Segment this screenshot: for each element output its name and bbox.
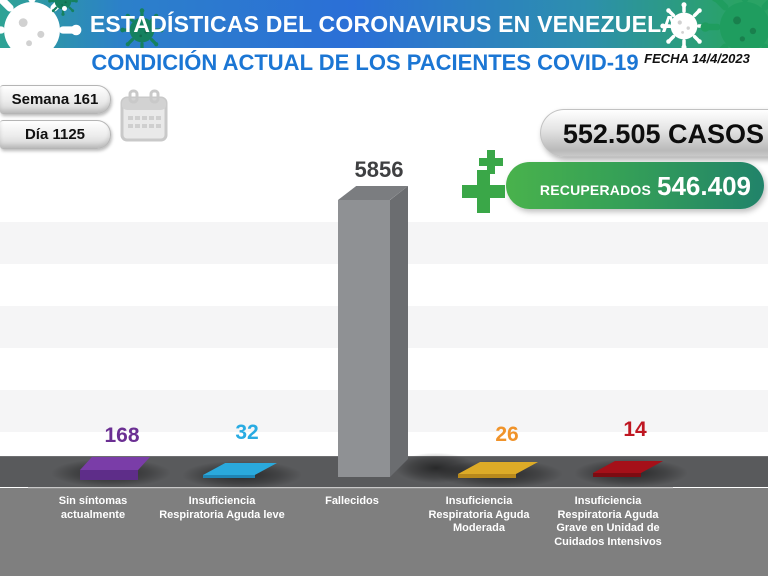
value-label: 14 <box>623 418 647 441</box>
category-label-area: Sin síntomas actualmente Insuficiencia R… <box>0 488 768 576</box>
category-label: Fallecidos <box>325 495 379 507</box>
chart-title: CONDICIÓN ACTUAL DE LOS PACIENTES COVID-… <box>91 50 639 75</box>
total-cases-badge: 552.505 CASOS <box>540 109 768 157</box>
header-band: ESTADÍSTICAS DEL CORONAVIRUS EN VENEZUEL… <box>0 0 768 48</box>
bar-ira-grave-uci-front <box>593 473 641 477</box>
recovered-value: 546.409 <box>657 171 751 201</box>
bar-ira-grave-uci <box>593 461 663 473</box>
category-label: Insuficiencia Respiratoria Aguda Moderad… <box>428 495 530 534</box>
category-label: Insuficiencia Respiratoria Aguda leve <box>159 495 285 521</box>
bar-ira-moderada <box>458 462 538 474</box>
day-badge: Día 1125 <box>0 120 111 149</box>
calendar-icon <box>120 89 168 142</box>
bar-ira-moderada-front <box>458 474 516 478</box>
bar-ira-leve <box>203 463 277 475</box>
value-label: 32 <box>235 421 259 444</box>
dot-decoration <box>8 38 14 44</box>
value-label: 5856 <box>354 157 404 182</box>
recovered-label: RECUPERADOS <box>539 182 652 198</box>
bar-sin-sintomas <box>80 457 150 470</box>
bar-fallecidos <box>338 200 390 477</box>
date-label: FECHA 14/4/2023 <box>644 51 750 66</box>
dot-decoration <box>745 36 751 42</box>
floor-highlight-line <box>28 487 673 489</box>
dot-decoration <box>62 6 67 11</box>
bar-fallecidos-top <box>338 186 408 200</box>
medical-cross-icon <box>462 150 505 213</box>
bar-sin-sintomas-front <box>80 470 138 480</box>
week-badge: Semana 161 <box>0 85 111 114</box>
page-title: ESTADÍSTICAS DEL CORONAVIRUS EN VENEZUEL… <box>89 11 679 37</box>
category-label: Sin síntomas actualmente <box>58 495 128 521</box>
category-label: Insuficiencia Respiratoria Aguda Grave e… <box>554 495 662 548</box>
value-label: 168 <box>104 424 140 447</box>
value-label: 26 <box>495 423 519 446</box>
bar-ira-leve-front <box>203 475 255 478</box>
bar-fallecidos-side <box>390 186 408 477</box>
recovered-badge: RECUPERADOS 546.409 <box>506 162 764 209</box>
